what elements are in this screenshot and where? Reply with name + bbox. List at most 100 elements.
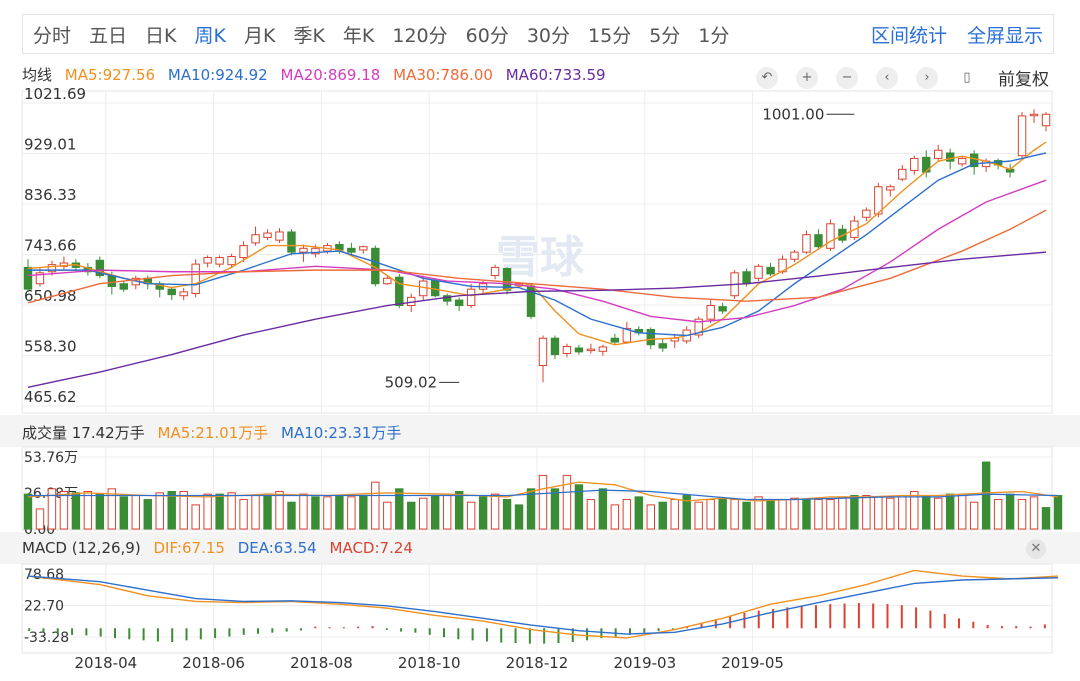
tab-6[interactable]: 年K	[342, 24, 375, 47]
volume-bar	[311, 496, 320, 530]
price-tick-label: 929.01	[24, 136, 77, 154]
tab-0[interactable]: 分时	[33, 24, 72, 47]
volume-bar	[526, 488, 536, 530]
close-icon[interactable]: ✕	[1026, 539, 1046, 559]
tab-5[interactable]: 季K	[293, 24, 325, 47]
range-stats-link[interactable]: 区间统计	[870, 24, 947, 47]
volume-bar	[862, 495, 871, 530]
volume-bar	[910, 491, 919, 530]
volume-bar	[119, 496, 129, 530]
tab-8[interactable]: 60分	[465, 24, 509, 47]
pan-right-icon[interactable]: ›	[916, 66, 938, 89]
volume-ma10-legend: MA10:23.31万手	[281, 424, 402, 442]
volume-bar	[47, 488, 57, 530]
tab-11[interactable]: 5分	[649, 24, 681, 47]
macd-header: MACD (12,26,9) DIF:67.15 DEA:63.54 MACD:…	[0, 532, 1080, 564]
volume-bar	[359, 495, 368, 530]
volume-bar	[754, 496, 763, 530]
volume-bar	[59, 491, 69, 530]
candle-body	[347, 247, 356, 253]
tab-7[interactable]: 120分	[392, 24, 448, 47]
zoom-out-icon[interactable]: −	[836, 66, 858, 89]
pan-left-icon[interactable]: ‹	[876, 66, 898, 89]
x-tick-label: 2019-05	[721, 654, 784, 672]
tab-12[interactable]: 1分	[698, 24, 730, 47]
volume-bar	[191, 504, 200, 530]
candle-body	[754, 265, 763, 279]
volume-bar	[718, 497, 727, 530]
candle-body	[1029, 113, 1039, 117]
volume-bar	[454, 491, 464, 530]
volume-bar	[730, 499, 739, 530]
volume-bar	[466, 501, 476, 530]
volume-bar	[107, 488, 117, 530]
tab-9[interactable]: 30分	[526, 24, 571, 47]
price-tick-label: 836.33	[24, 186, 77, 204]
tab-1[interactable]: 五日	[89, 24, 128, 47]
volume-bar	[83, 491, 93, 530]
volume-bar	[957, 495, 967, 530]
ma20-legend: MA20:869.18	[280, 66, 381, 84]
candle-body	[263, 232, 272, 238]
macd-tick-label: -33.28	[24, 630, 69, 646]
candle-body	[191, 263, 200, 295]
volume-bar	[155, 492, 164, 530]
candle-body	[239, 245, 248, 259]
tab-10[interactable]: 15分	[588, 24, 632, 47]
chart-toolbar: ↶ + − ‹ › ▯ 前复权	[756, 65, 1049, 90]
reset-icon[interactable]: ↶	[756, 66, 778, 89]
candle-body	[826, 223, 835, 249]
period-tab-bar: 分时 五日 日K 周K 月K 季K 年K 120分 60分 30分 15分 5分 1分 区间统计 全屏显…	[22, 14, 1054, 54]
tab-3[interactable]: 周K	[194, 24, 226, 47]
price-tick-label: 558.30	[24, 338, 77, 356]
candle-body	[562, 345, 572, 354]
volume-bar	[1005, 493, 1015, 530]
macd-legend-label: MACD (12,26,9)	[22, 539, 141, 557]
volume-bar	[215, 493, 224, 530]
fullscreen-link[interactable]: 全屏显示	[966, 24, 1043, 47]
volume-bar	[227, 492, 236, 530]
tab-2[interactable]: 日K	[145, 24, 177, 47]
candle-body	[610, 337, 620, 343]
candle-body	[910, 157, 919, 171]
volume-bar	[299, 493, 308, 530]
ma60-legend: MA60:733.59	[505, 66, 606, 84]
volume-bar	[550, 488, 560, 530]
candle-body	[167, 288, 176, 296]
volume-bar	[1017, 499, 1027, 530]
volume-bar	[778, 499, 787, 530]
volume-bar	[347, 496, 356, 530]
volume-bar	[574, 484, 584, 530]
candle-body	[586, 348, 596, 352]
volume-bar	[694, 501, 703, 530]
volume-bar	[922, 495, 931, 530]
volume-bar	[430, 495, 440, 530]
candle-body	[466, 288, 476, 307]
candle-body	[874, 186, 883, 215]
volume-bar	[538, 474, 548, 530]
adjust-mode-dropdown[interactable]: 前复权	[998, 70, 1049, 90]
price-tick-label: 465.62	[24, 388, 77, 406]
volume-bar	[945, 493, 955, 530]
volume-bar	[1029, 496, 1039, 530]
candle-body	[502, 267, 512, 291]
volume-ma-ma10	[27, 489, 1059, 501]
volume-bar	[993, 499, 1003, 530]
volume-bar	[981, 461, 991, 530]
volume-bar	[514, 504, 524, 530]
ma10-legend: MA10:924.92	[167, 66, 268, 84]
candle-body	[718, 306, 727, 312]
zoom-in-icon[interactable]: +	[796, 66, 818, 89]
candle-style-icon[interactable]: ▯	[963, 69, 971, 85]
volume-bar	[646, 504, 655, 530]
ma-legend-label: 均线	[22, 66, 53, 84]
tab-4[interactable]: 月K	[243, 24, 276, 47]
volume-bar	[335, 495, 344, 530]
candle-body	[299, 247, 308, 253]
candle-body	[35, 272, 45, 285]
volume-bar	[167, 491, 176, 530]
high-annotation-label: 1001.00	[762, 105, 824, 123]
candle-body	[359, 246, 368, 251]
volume-bar	[179, 491, 188, 530]
x-tick-label: 2018-06	[182, 654, 245, 672]
